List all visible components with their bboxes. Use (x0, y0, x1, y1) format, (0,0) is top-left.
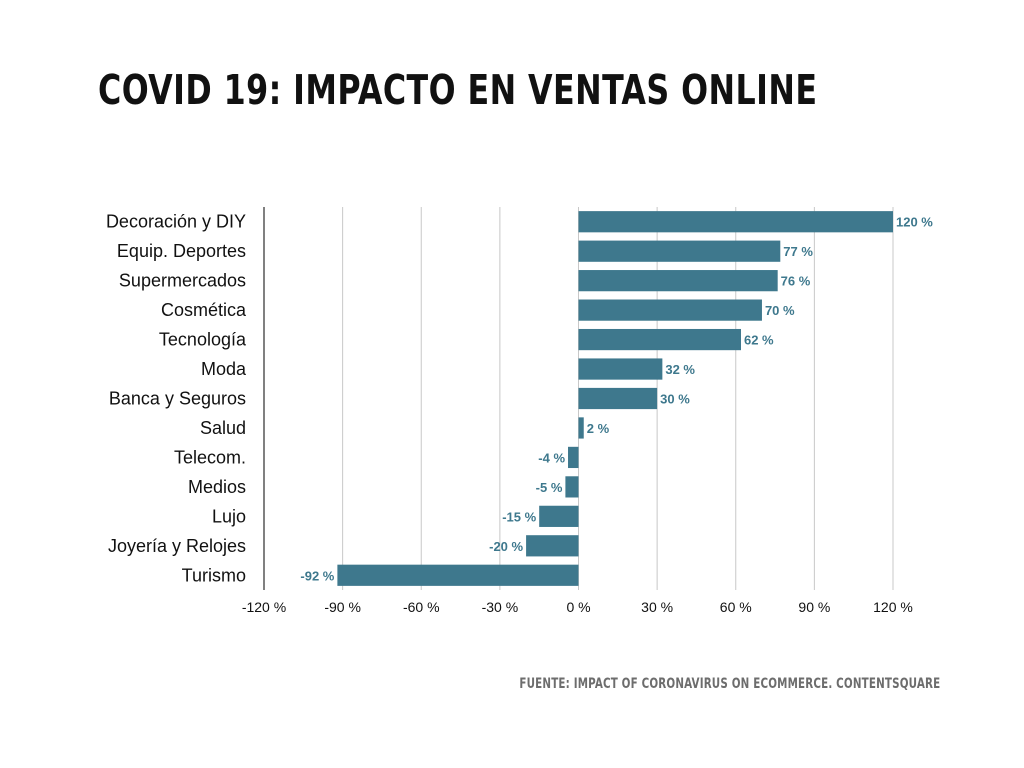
x-tick-label: -120 % (242, 599, 286, 615)
x-tick-label: 120 % (873, 599, 913, 615)
bar (578, 299, 762, 321)
category-label: Supermercados (119, 271, 246, 291)
data-label: -5 % (536, 480, 563, 495)
data-label: 77 % (783, 244, 813, 259)
x-tick-label: -90 % (324, 599, 361, 615)
data-label: 120 % (896, 215, 933, 230)
category-label: Turismo (182, 565, 246, 585)
chart-title: COVID 19: IMPACTO EN VENTAS ONLINE (98, 66, 818, 114)
data-label: 76 % (781, 274, 811, 289)
data-label: 30 % (660, 392, 690, 407)
data-label: -4 % (538, 450, 565, 465)
bar (578, 387, 658, 410)
category-label: Telecom. (174, 447, 246, 467)
x-tick-label: 90 % (798, 599, 830, 615)
x-tick-label: -30 % (482, 599, 519, 615)
bar (565, 476, 579, 498)
bar (578, 240, 781, 262)
x-tick-label: -60 % (403, 599, 440, 615)
data-label: 70 % (765, 303, 795, 318)
category-label: Tecnología (159, 330, 247, 350)
category-label: Equip. Deportes (117, 241, 246, 261)
source-note: FUENTE: IMPACT OF CORONAVIRUS ON ECOMMER… (519, 676, 940, 692)
data-label: -20 % (489, 539, 523, 554)
data-label: 32 % (665, 362, 695, 377)
data-label: 62 % (744, 333, 774, 348)
data-label: 2 % (587, 421, 610, 436)
category-label: Banca y Seguros (109, 389, 246, 409)
data-label: -15 % (502, 509, 536, 524)
category-label: Cosmética (161, 300, 247, 320)
bar (337, 564, 579, 586)
bar (526, 535, 579, 557)
x-tick-label: 30 % (641, 599, 673, 615)
bar (568, 446, 579, 469)
category-label: Decoración y DIY (106, 212, 246, 232)
data-label: -92 % (300, 568, 334, 583)
bar (578, 358, 663, 380)
bar (578, 328, 741, 351)
category-label: Salud (200, 418, 246, 438)
x-tick-label: 60 % (720, 599, 752, 615)
bar (578, 211, 893, 233)
x-tick-label: 0 % (566, 599, 590, 615)
category-label: Lujo (212, 506, 246, 526)
bar (539, 505, 579, 527)
category-label: Medios (188, 477, 246, 497)
bar (578, 417, 584, 439)
category-label: Joyería y Relojes (108, 536, 246, 556)
bar (578, 270, 778, 292)
category-label: Moda (201, 359, 247, 379)
